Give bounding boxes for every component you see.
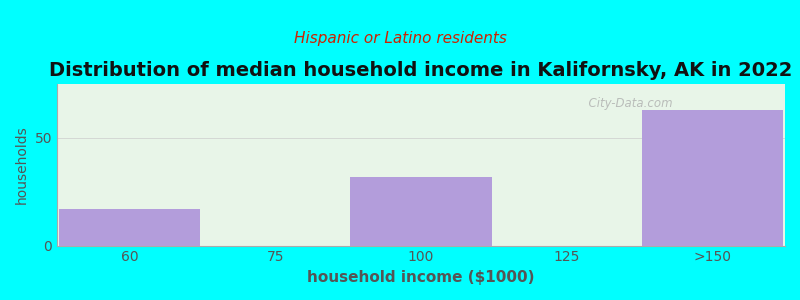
Bar (59, 209, 200, 246)
Bar (642, 110, 783, 246)
X-axis label: household income ($1000): household income ($1000) (307, 270, 534, 285)
Y-axis label: households: households (15, 125, 29, 204)
Bar (350, 177, 491, 246)
Title: Distribution of median household income in Kalifornsky, AK in 2022: Distribution of median household income … (50, 61, 793, 80)
Text: Hispanic or Latino residents: Hispanic or Latino residents (294, 32, 506, 46)
Text: City-Data.com: City-Data.com (581, 97, 673, 110)
